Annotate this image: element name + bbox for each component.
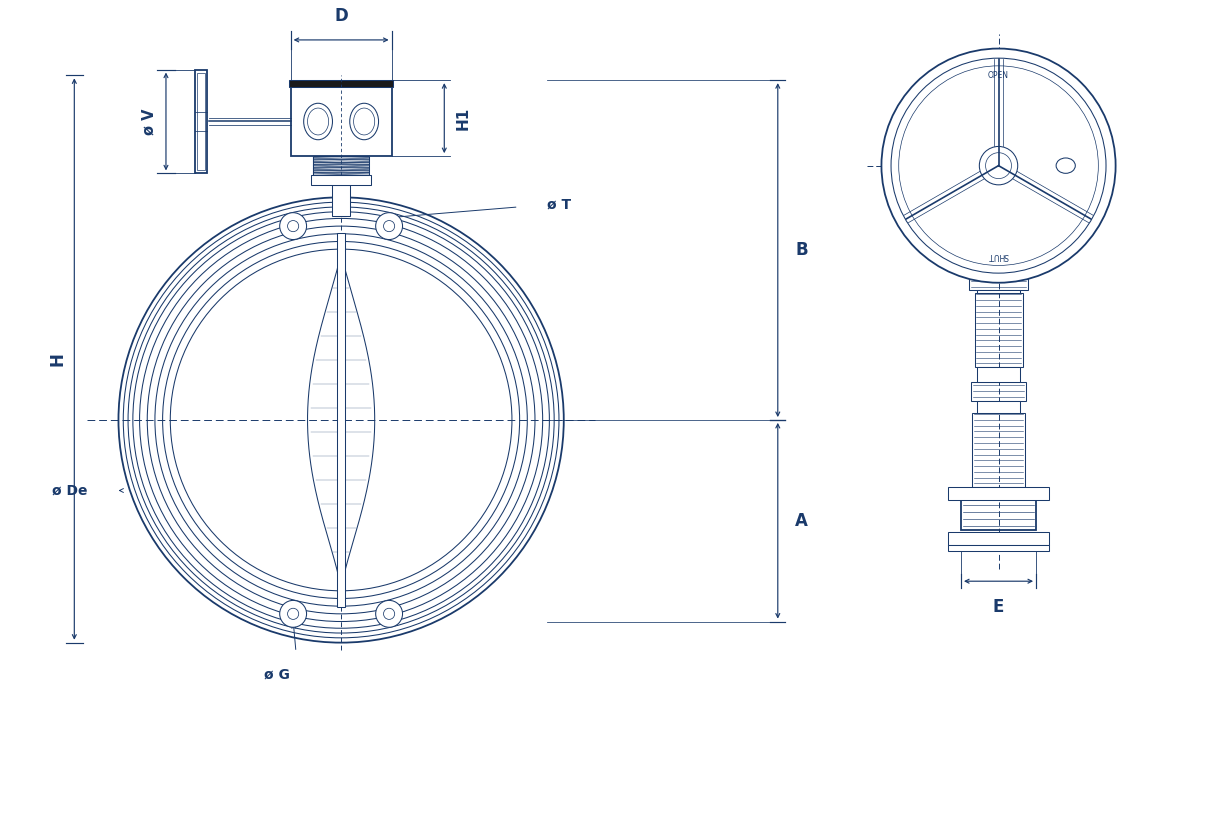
Bar — [288, 81, 394, 87]
Circle shape — [881, 49, 1115, 283]
Circle shape — [280, 600, 307, 627]
Text: OPEN: OPEN — [988, 71, 1010, 80]
Bar — [313, 156, 368, 175]
Bar — [977, 401, 1021, 413]
Text: ø T: ø T — [548, 198, 572, 212]
Text: ø V: ø V — [141, 108, 156, 134]
Text: ø De: ø De — [52, 484, 87, 497]
Bar — [948, 544, 1048, 551]
Bar — [961, 500, 1036, 530]
Bar — [972, 413, 1025, 487]
Ellipse shape — [350, 103, 378, 139]
Bar — [337, 233, 345, 607]
Circle shape — [280, 212, 307, 240]
Circle shape — [376, 600, 402, 627]
Text: D: D — [335, 7, 348, 25]
Text: B: B — [795, 241, 807, 259]
Bar — [971, 382, 1027, 401]
Bar — [1004, 143, 1056, 188]
Bar — [968, 266, 1028, 290]
Bar — [198, 73, 205, 170]
Text: H: H — [48, 352, 65, 366]
Bar — [948, 532, 1048, 544]
Ellipse shape — [1056, 158, 1075, 173]
Bar — [195, 70, 207, 173]
Bar — [332, 185, 350, 216]
Circle shape — [979, 146, 1018, 185]
Text: ø G: ø G — [264, 667, 290, 681]
Bar — [977, 290, 1021, 293]
Ellipse shape — [304, 103, 332, 139]
Text: H1: H1 — [456, 106, 471, 129]
Circle shape — [376, 212, 402, 240]
Text: E: E — [993, 598, 1005, 616]
Text: SHUT: SHUT — [988, 251, 1008, 261]
Text: A: A — [795, 512, 808, 530]
Bar — [311, 175, 371, 185]
Bar — [974, 293, 1023, 367]
Bar — [291, 87, 391, 156]
Bar — [948, 487, 1048, 500]
Bar — [977, 367, 1021, 382]
